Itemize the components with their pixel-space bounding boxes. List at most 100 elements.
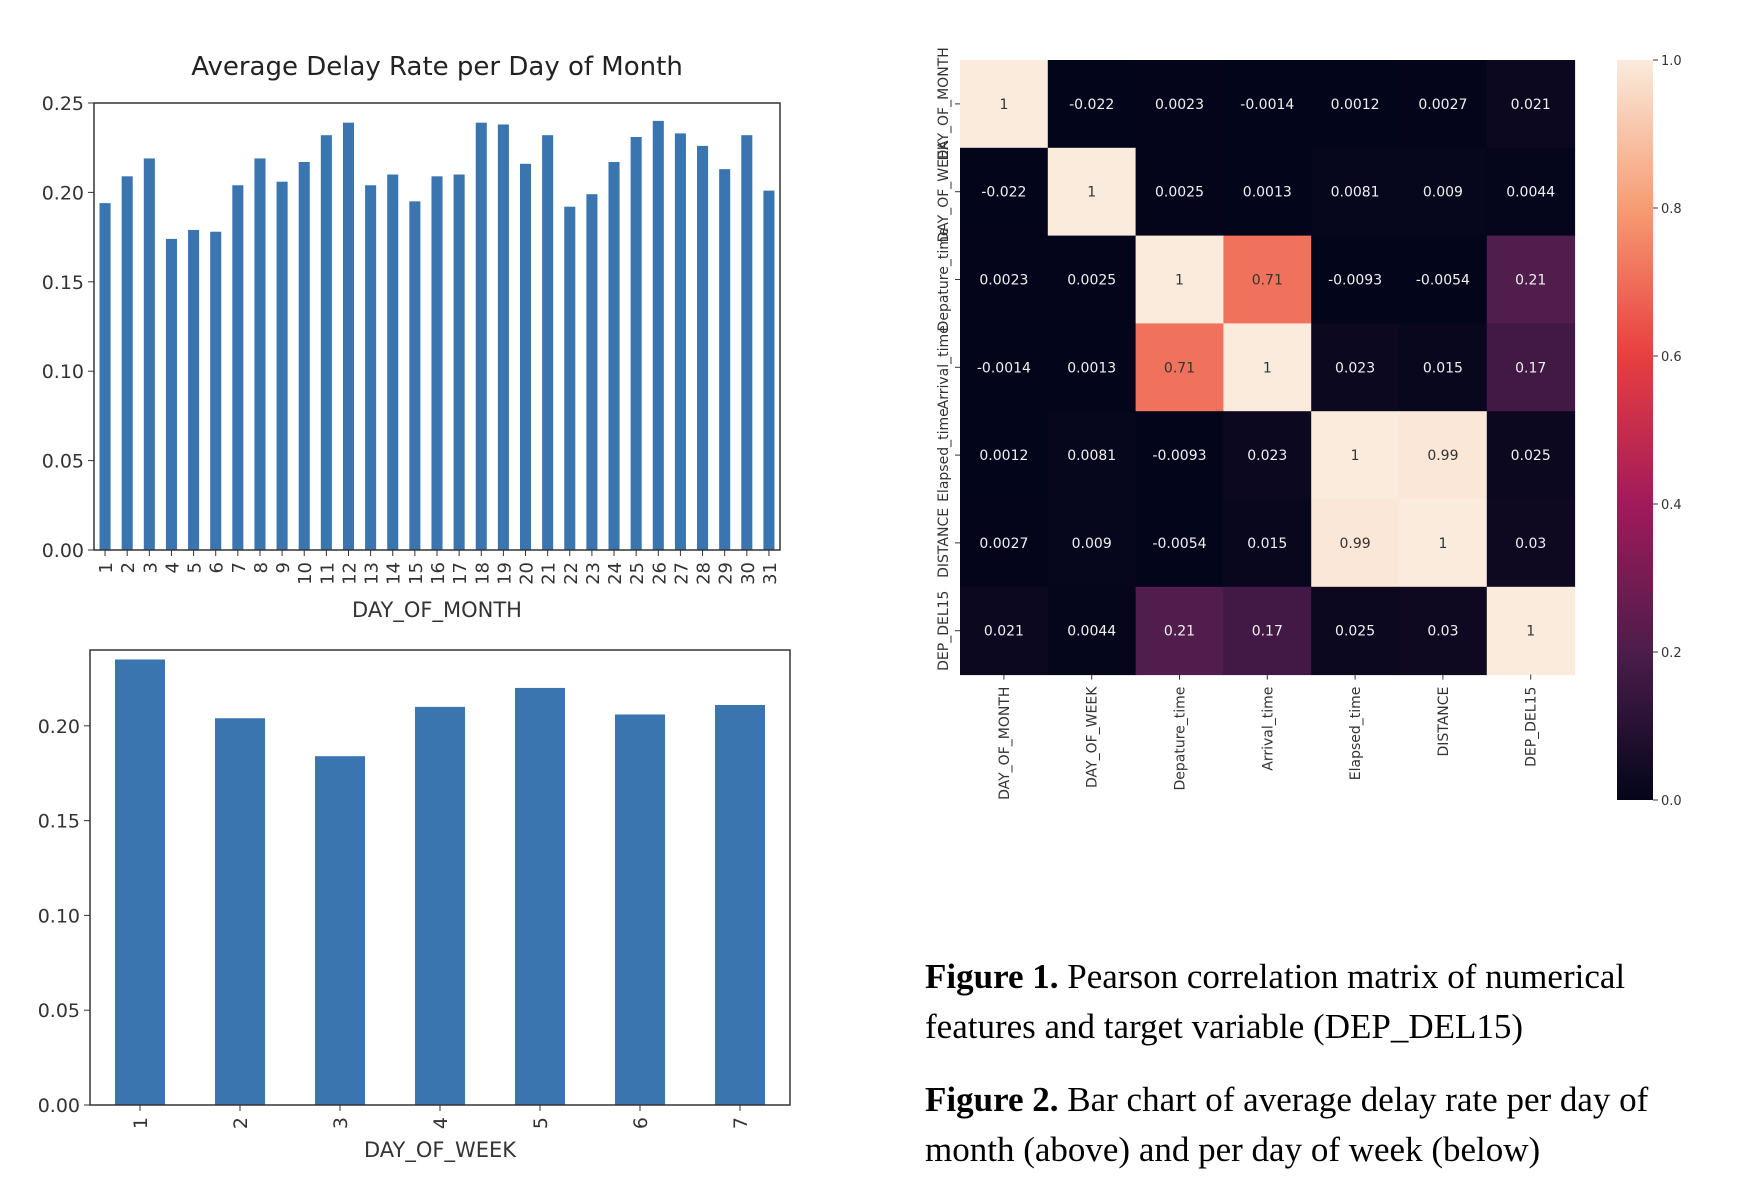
week-x-tick-label: 4 (430, 1117, 452, 1129)
month-y-tick-label: 0.25 (42, 93, 84, 115)
heatmap-col-label: DAY_OF_WEEK (1085, 686, 1101, 788)
week-y-tick-label: 0.00 (38, 1095, 80, 1117)
heatmap-cell (1223, 411, 1312, 500)
month-bar (475, 122, 487, 550)
heatmap-row-label: DISTANCE (936, 508, 952, 578)
heatmap-cell-value: 0.025 (1335, 624, 1375, 640)
month-bar (719, 169, 731, 550)
heatmap-cell-value: 0.0027 (979, 536, 1028, 552)
month-bar (143, 158, 155, 551)
month-x-tick-label: 24 (605, 562, 626, 585)
heatmap-cell-value: -0.0093 (1152, 448, 1206, 464)
month-x-tick-label: 13 (362, 562, 383, 585)
heatmap-cell-value: -0.022 (981, 185, 1026, 201)
heatmap-cell-value: 0.023 (1335, 360, 1375, 376)
heatmap-cell (1223, 235, 1312, 324)
month-x-tick-label: 29 (716, 562, 737, 585)
month-bar (99, 203, 111, 551)
heatmap-cell (960, 586, 1049, 676)
heatmap-cell-value: -0.0093 (1328, 273, 1382, 289)
heatmap-cell-value: 0.0025 (1155, 185, 1204, 201)
heatmap-cell-value: 0.015 (1423, 360, 1463, 376)
heatmap-row-label: DAY_OF_MONTH (936, 47, 952, 160)
heatmap-cell (1399, 147, 1488, 237)
heatmap-cell-value: 0.0027 (1418, 97, 1467, 113)
month-x-axis-label: DAY_OF_MONTH (352, 598, 522, 623)
heatmap-cell-value: 1 (1438, 536, 1447, 552)
heatmap-cell (1135, 235, 1224, 324)
month-x-tick-label: 8 (251, 562, 272, 573)
heatmap-cell (1311, 323, 1400, 412)
week-x-tick-label: 3 (330, 1117, 352, 1129)
heatmap-cell (1399, 499, 1488, 588)
heatmap-cell (1311, 586, 1400, 676)
week-x-tick-label: 6 (630, 1117, 652, 1129)
heatmap-cell-value: 0.009 (1072, 536, 1112, 552)
heatmap-col-label: Depature_time (1173, 687, 1189, 791)
month-bar (409, 201, 421, 550)
figure-2-caption: Figure 2. Bar chart of average delay rat… (925, 1075, 1735, 1175)
heatmap-col-label: DISTANCE (1436, 687, 1452, 757)
month-bar (342, 122, 355, 550)
heatmap-col-label: Elapsed_time (1348, 687, 1364, 781)
month-x-tick-label: 7 (229, 562, 250, 573)
heatmap-cell (960, 499, 1049, 588)
month-title: Average Delay Rate per Day of Month (191, 52, 683, 82)
month-x-tick-label: 25 (627, 562, 648, 585)
heatmap-cell (1399, 586, 1488, 676)
month-y-tick-label: 0.20 (42, 182, 84, 204)
heatmap-cell (1135, 411, 1224, 500)
heatmap-row-label: Depature_time (936, 228, 952, 332)
heatmap-cell (1486, 499, 1576, 588)
month-x-tick-label: 1 (96, 562, 117, 573)
heatmap-cell-value: 0.0081 (1331, 185, 1380, 201)
week-bar (415, 706, 465, 1105)
heatmap-cell (1223, 323, 1312, 412)
heatmap-cell (1311, 499, 1400, 588)
month-bar (542, 135, 554, 550)
heatmap-cell-value: 1 (1087, 185, 1096, 201)
month-x-tick-label: 14 (384, 562, 405, 585)
month-bar (586, 194, 598, 551)
heatmap-cell-value: 1 (1263, 360, 1272, 376)
heatmap-cell-value: 0.99 (1340, 536, 1371, 552)
heatmap-cell (1047, 411, 1137, 500)
colorbar-tick-label: 0.4 (1661, 498, 1682, 513)
heatmap-cell-value: 1 (1526, 624, 1535, 640)
month-x-tick-label: 21 (539, 562, 560, 585)
heatmap-cell-value: 0.0012 (979, 448, 1028, 464)
week-bar (615, 714, 665, 1105)
month-x-tick-label: 5 (185, 562, 206, 573)
heatmap-cell (1486, 411, 1576, 500)
month-x-tick-label: 20 (517, 562, 538, 585)
week-bar (215, 718, 265, 1105)
month-bar (298, 162, 310, 550)
heatmap-cell (1399, 235, 1488, 324)
figure-1-text: Pearson correlation matrix of numerical … (925, 957, 1626, 1046)
heatmap-cell (1486, 323, 1576, 412)
heatmap-cell-value: 0.21 (1164, 624, 1195, 640)
heatmap-cell-value: 0.17 (1515, 360, 1546, 376)
month-bar (365, 185, 377, 551)
heatmap-cell (1311, 411, 1400, 500)
heatmap-cell-value: 0.021 (984, 624, 1024, 640)
month-bar (387, 174, 399, 550)
colorbar (1617, 60, 1653, 800)
heatmap-cell-value: 1 (999, 97, 1008, 113)
week-bar (315, 756, 365, 1105)
heatmap-cell-value: 0.021 (1511, 97, 1551, 113)
heatmap-cell (960, 235, 1049, 324)
week-x-tick-label: 5 (530, 1117, 552, 1129)
month-x-tick-label: 12 (339, 562, 360, 585)
heatmap-cell-value: 0.0023 (1155, 97, 1204, 113)
week-y-tick-label: 0.20 (38, 716, 80, 738)
heatmap-cell (1223, 499, 1312, 588)
month-x-tick-label: 6 (207, 562, 228, 573)
heatmap-cell (1047, 499, 1137, 588)
month-bar (165, 238, 177, 550)
heatmap-cell-value: 0.025 (1511, 448, 1551, 464)
heatmap-cell-value: 0.0012 (1331, 97, 1380, 113)
month-bar (519, 163, 532, 551)
heatmap-cell (960, 147, 1049, 237)
